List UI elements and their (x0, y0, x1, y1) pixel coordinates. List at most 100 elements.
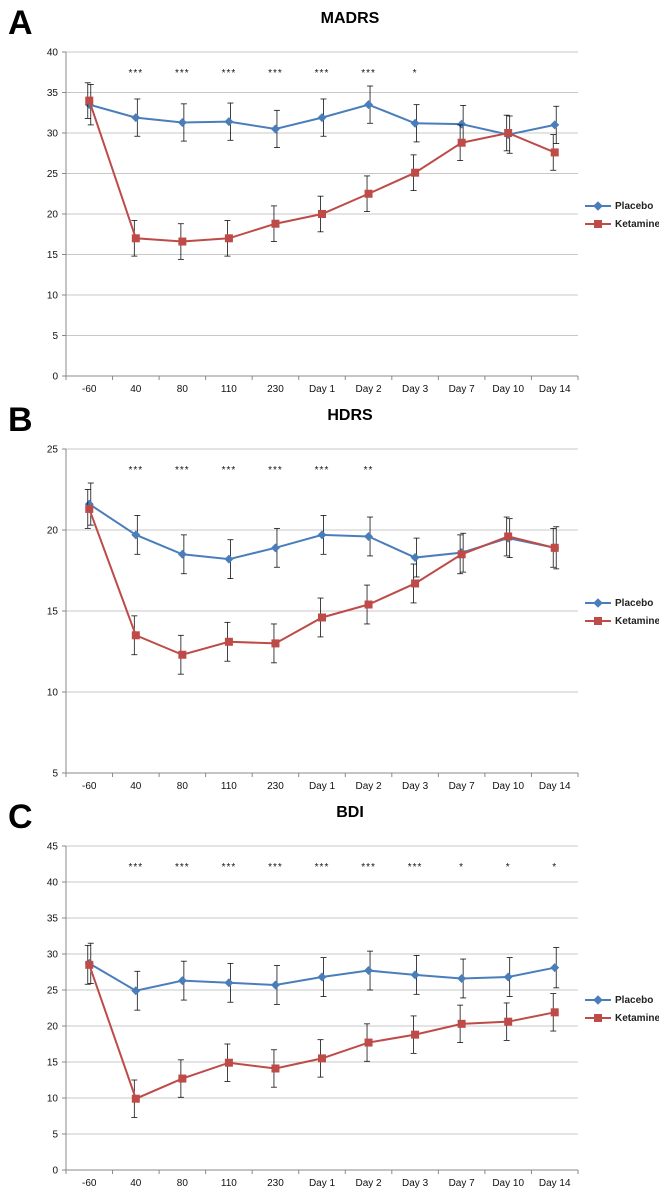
significance-marker: *** (315, 862, 330, 873)
y-tick-label: 20 (47, 1022, 59, 1033)
significance-marker: *** (268, 862, 283, 873)
data-point-ketamine (318, 613, 326, 622)
y-tick-label: 0 (52, 372, 58, 383)
chart-title: BDI (336, 804, 364, 821)
x-tick-label: 40 (130, 1178, 142, 1189)
y-tick-label: 5 (52, 769, 58, 780)
data-point-ketamine (85, 960, 94, 969)
x-tick-label: Day 7 (449, 384, 476, 395)
data-point-placebo (550, 120, 560, 130)
data-point-ketamine (364, 1038, 373, 1047)
x-tick-label: 80 (177, 384, 189, 395)
x-tick-label: Day 1 (309, 384, 336, 395)
y-tick-label: 30 (47, 129, 59, 140)
significance-marker: *** (315, 68, 330, 79)
y-tick-label: 40 (47, 48, 59, 59)
chart-panel-hdrs: B HDRS 5 10 15 20 25 -60 40 80 110 230 Day 1 Day 2 D… (0, 397, 659, 792)
data-point-placebo (550, 963, 560, 973)
legend-label: Placebo (615, 597, 654, 609)
x-tick-label: Day 1 (309, 1178, 336, 1189)
data-point-ketamine (318, 210, 326, 218)
legend: Placebo Ketamine (585, 991, 659, 1027)
y-tick-label: 25 (47, 169, 59, 180)
panel-letter: B (8, 401, 33, 439)
x-tick-label: -60 (82, 781, 97, 792)
legend-label: Ketamine (615, 615, 659, 627)
data-point-ketamine (271, 639, 280, 648)
x-tick-label: Day 10 (492, 1178, 524, 1189)
y-tick-label: 0 (52, 1166, 58, 1177)
x-tick-label: -60 (82, 1178, 97, 1189)
y-tick-label: 10 (47, 291, 59, 302)
legend-label: Placebo (615, 200, 654, 212)
data-point-ketamine (364, 189, 373, 198)
y-tick-label: 20 (47, 526, 59, 537)
data-point-ketamine (131, 234, 140, 243)
legend-item-ketamine: Ketamine (585, 612, 659, 630)
significance-marker: *** (315, 465, 330, 476)
y-tick-label: 35 (47, 88, 59, 99)
significance-marker: *** (268, 465, 283, 476)
data-point-ketamine (504, 1017, 513, 1026)
x-tick-label: 110 (221, 1178, 237, 1189)
significance-marker: *** (268, 68, 283, 79)
y-tick-label: 25 (47, 445, 59, 456)
significance-marker: *** (128, 862, 143, 873)
y-tick-label: 15 (47, 607, 59, 618)
data-point-placebo (364, 966, 374, 976)
data-point-ketamine (411, 579, 420, 588)
significance-marker: *** (222, 68, 237, 79)
data-point-placebo (364, 100, 374, 110)
x-tick-label: Day 10 (492, 781, 524, 792)
significance-marker: *** (222, 465, 237, 476)
chart-panel-madrs: A MADRS 0 5 10 15 20 25 30 35 40 -60 40 80 110 230 Day… (0, 0, 659, 395)
y-tick-label: 10 (47, 688, 59, 699)
data-point-ketamine (178, 1074, 187, 1083)
data-point-ketamine (457, 1019, 466, 1028)
significance-marker: *** (128, 465, 143, 476)
x-tick-label: Day 3 (402, 781, 429, 792)
significance-marker: * (459, 862, 464, 873)
data-point-placebo (224, 117, 234, 127)
significance-marker: * (552, 862, 557, 873)
x-tick-label: Day 14 (539, 384, 571, 395)
x-tick-label: 80 (177, 1178, 189, 1189)
chart-plot-bdi: 0 5 10 15 20 25 30 35 40 45 -60 40 80 110 230 Day 1 Day … (47, 842, 579, 1189)
significance-marker: *** (175, 862, 190, 873)
data-point-placebo (457, 119, 467, 129)
x-tick-label: 230 (267, 1178, 284, 1189)
y-tick-label: 45 (47, 842, 59, 853)
data-point-ketamine (85, 504, 94, 513)
data-point-placebo (270, 124, 280, 134)
significance-marker: *** (361, 68, 376, 79)
legend: Placebo Ketamine (585, 197, 659, 233)
data-point-ketamine (271, 219, 280, 228)
y-tick-label: 20 (47, 210, 59, 221)
chart-title: MADRS (320, 10, 380, 27)
x-tick-label: Day 1 (309, 781, 336, 792)
data-point-placebo (317, 113, 327, 123)
x-tick-label: 230 (267, 781, 284, 792)
data-point-ketamine (85, 96, 94, 105)
data-point-placebo (410, 970, 420, 980)
x-tick-label: 40 (130, 781, 142, 792)
data-point-placebo (131, 530, 141, 540)
chart-plot-madrs: 0 5 10 15 20 25 30 35 40 -60 40 80 110 230 Day 1 Day 2 D… (47, 48, 579, 395)
data-point-placebo (224, 554, 234, 564)
legend: Placebo Ketamine (585, 594, 659, 630)
x-tick-label: Day 10 (492, 384, 524, 395)
x-tick-label: Day 3 (402, 1178, 429, 1189)
data-point-ketamine (411, 168, 420, 177)
data-point-ketamine (457, 550, 466, 559)
legend-item-ketamine: Ketamine (585, 1009, 659, 1027)
x-tick-label: 110 (221, 781, 237, 792)
data-point-placebo (364, 531, 374, 541)
x-tick-label: Day 2 (355, 384, 382, 395)
y-tick-label: 5 (52, 331, 58, 342)
data-point-ketamine (178, 650, 187, 659)
data-point-ketamine (457, 138, 466, 147)
data-point-placebo (177, 976, 187, 986)
data-point-placebo (317, 530, 327, 540)
data-point-ketamine (224, 234, 233, 243)
data-point-ketamine (364, 600, 373, 609)
